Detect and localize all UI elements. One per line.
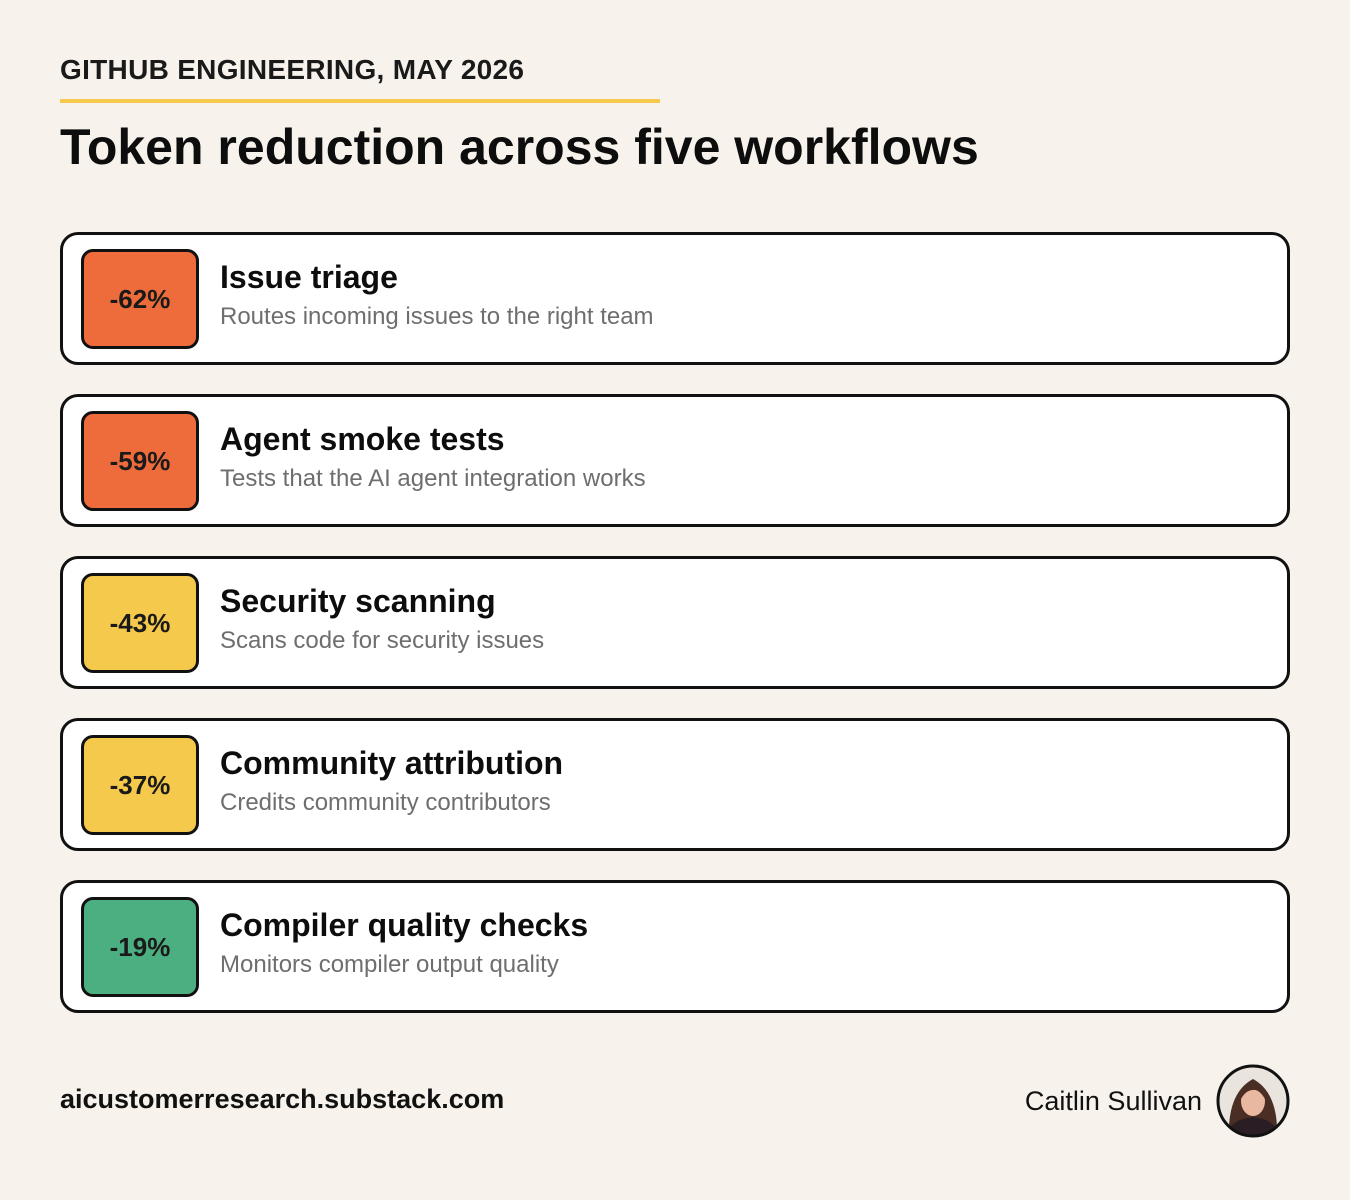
workflow-description: Scans code for security issues <box>220 627 545 654</box>
title: Token reduction across five workflows <box>60 119 979 175</box>
workflow-card: -37% Community attribution Credits communi… <box>60 718 1290 851</box>
author-avatar <box>1216 1064 1290 1138</box>
source-url: aicustomerresearch.substack.com <box>60 1084 505 1114</box>
workflow-card: -43% Security scanning Scans code for secu… <box>60 556 1290 689</box>
workflow-title: Issue triage <box>220 259 398 295</box>
workflow-description: Routes incoming issues to the right team <box>220 303 654 330</box>
workflow-card: -62% Issue triage Routes incoming issues t… <box>60 232 1290 365</box>
reduction-badge: -37% <box>81 735 199 835</box>
reduction-badge: -19% <box>81 897 199 997</box>
workflow-description: Tests that the AI agent integration work… <box>220 465 646 492</box>
workflow-description: Monitors compiler output quality <box>220 951 559 978</box>
workflow-card: -59% Agent smoke tests Tests that the AI a… <box>60 394 1290 527</box>
workflow-title: Agent smoke tests <box>220 421 505 457</box>
workflow-title: Compiler quality checks <box>220 907 589 943</box>
workflow-card: -19% Compiler quality checks Monitors comp… <box>60 880 1290 1013</box>
reduction-badge: -43% <box>81 573 199 673</box>
workflow-list: -62% Issue triage Routes incoming issues t… <box>60 232 1290 1042</box>
workflow-description: Credits community contributors <box>220 789 551 816</box>
eyebrow: GITHUB ENGINEERING, MAY 2026 <box>60 54 525 85</box>
workflow-title: Community attribution <box>220 745 564 781</box>
workflow-title: Security scanning <box>220 583 496 619</box>
accent-rule <box>60 99 660 103</box>
reduction-badge: -59% <box>81 411 199 511</box>
reduction-badge: -62% <box>81 249 199 349</box>
author-name: Caitlin Sullivan <box>1024 1086 1202 1116</box>
